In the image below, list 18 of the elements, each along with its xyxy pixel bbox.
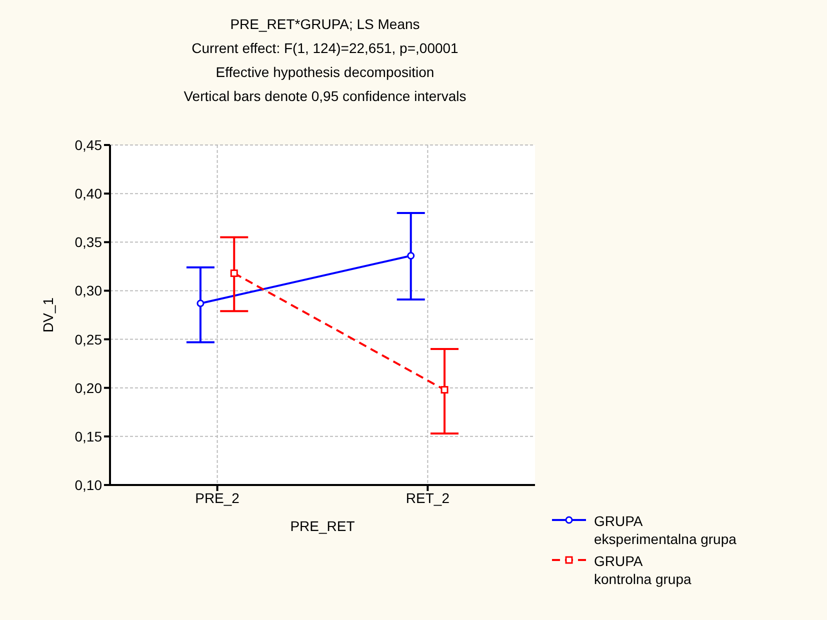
y-tick-label: 0,20 (74, 380, 102, 396)
x-axis-title: PRE_RET (290, 518, 356, 534)
y-tick-label: 0,45 (74, 136, 102, 153)
text: Vertical bars denote 0,95 confidence intervals (182, 87, 468, 106)
y-tick-label: 0,35 (74, 234, 102, 250)
y-tick-label: 0,30 (74, 282, 102, 299)
y-tick-label: 0,10 (74, 476, 102, 493)
chart-subtitle: Current effect: F(1, 124)=22,651, p=,00001 (190, 39, 460, 58)
x-tick-label: RET_2 (406, 490, 450, 506)
x-tick-label: PRE_2 (195, 490, 240, 506)
y-tick-label: 0,15 (74, 428, 102, 444)
text: Effective hypothesis decomposition (214, 63, 436, 82)
y-tick-label: 0,25 (74, 331, 102, 348)
y-axis-title: DV_1 (40, 297, 56, 333)
legend-label: GRUPA kontrolna grupa (594, 552, 692, 588)
y-tick-label: 0,40 (74, 186, 102, 202)
chart-title: PRE_RET*GRUPA; LS Means (229, 15, 421, 34)
legend-label: GRUPA eksperimentalna grupa (594, 512, 736, 548)
